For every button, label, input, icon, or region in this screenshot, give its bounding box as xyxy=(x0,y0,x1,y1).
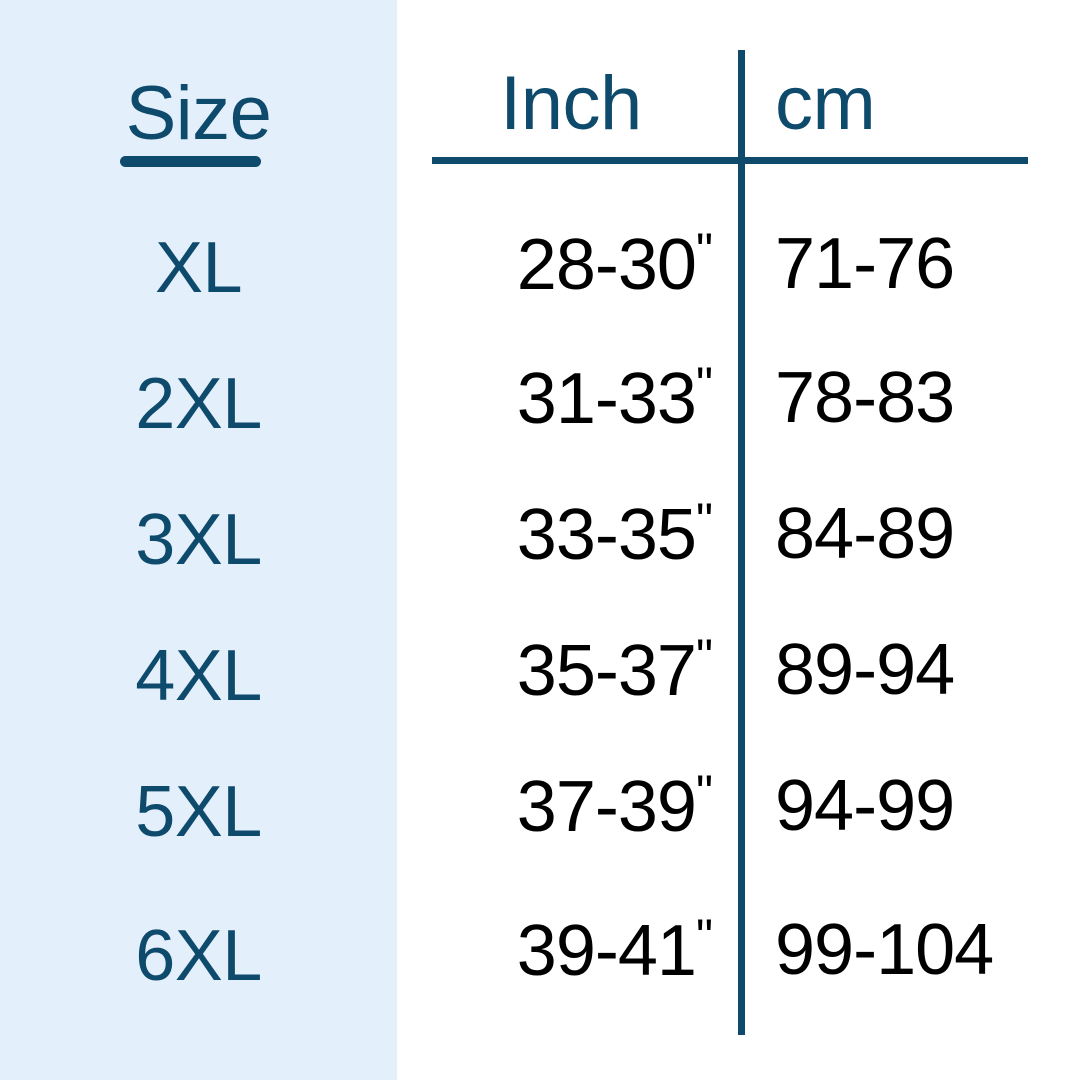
table-row: 5XL xyxy=(135,772,262,852)
table-row: 89-94 xyxy=(775,630,955,710)
table-row: 3XL xyxy=(135,500,262,580)
table-row: 31-33" xyxy=(432,359,713,436)
inch-unit-mark: " xyxy=(695,359,713,412)
inch-unit-mark: " xyxy=(695,911,713,964)
unit-column-vertical-divider xyxy=(738,50,745,1035)
size-header-underline xyxy=(120,156,261,167)
table-row: 94-99 xyxy=(775,766,955,846)
table-row: 99-104 xyxy=(775,910,994,990)
inch-unit-mark: " xyxy=(695,767,713,820)
inch-value: 28-30 xyxy=(516,225,697,305)
table-row: 37-39" xyxy=(432,767,713,844)
table-row: 33-35" xyxy=(432,495,713,572)
table-row: 78-83 xyxy=(775,358,955,438)
inch-unit-mark: " xyxy=(695,225,713,278)
inch-value: 35-37 xyxy=(516,631,697,711)
size-column-panel xyxy=(0,0,397,1080)
table-row: 71-76 xyxy=(775,224,955,304)
table-row: 4XL xyxy=(135,636,262,716)
table-row: XL xyxy=(154,228,243,308)
table-row: 39-41" xyxy=(432,911,713,988)
header-horizontal-rule xyxy=(432,157,1028,164)
column-header-inch: Inch xyxy=(500,61,642,146)
column-header-cm: cm xyxy=(775,61,876,146)
column-header-size: Size xyxy=(125,71,272,156)
table-row: 2XL xyxy=(135,364,262,444)
table-row: 6XL xyxy=(135,916,262,996)
table-row: 84-89 xyxy=(775,494,955,574)
inch-value: 37-39 xyxy=(516,767,697,847)
inch-value: 39-41 xyxy=(516,911,697,991)
inch-value: 33-35 xyxy=(516,495,697,575)
inch-unit-mark: " xyxy=(695,631,713,684)
inch-value: 31-33 xyxy=(516,359,697,439)
inch-unit-mark: " xyxy=(695,495,713,548)
table-row: 35-37" xyxy=(432,631,713,708)
table-row: 28-30" xyxy=(432,225,713,302)
